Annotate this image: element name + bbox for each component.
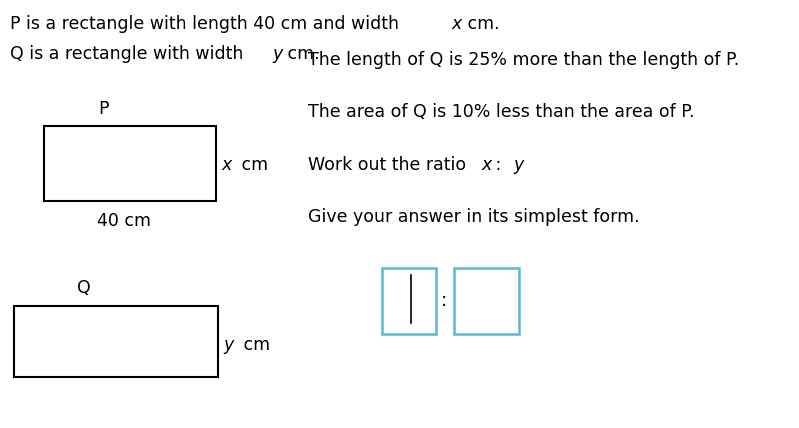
Bar bbox=[454, 268, 519, 334]
Text: x: x bbox=[451, 15, 462, 33]
Text: y: y bbox=[514, 156, 524, 174]
Text: x: x bbox=[221, 156, 232, 174]
Text: y: y bbox=[272, 45, 283, 63]
Text: Work out the ratio: Work out the ratio bbox=[308, 156, 477, 174]
Bar bbox=[44, 126, 216, 201]
Text: Give your answer in its simplest form.: Give your answer in its simplest form. bbox=[308, 208, 639, 226]
Bar bbox=[382, 268, 436, 334]
Text: x: x bbox=[482, 156, 492, 174]
Text: cm: cm bbox=[236, 156, 268, 174]
Text: y: y bbox=[224, 336, 234, 354]
Text: :: : bbox=[440, 291, 447, 310]
Text: :: : bbox=[490, 156, 507, 174]
Text: The area of Q is 10% less than the area of P.: The area of Q is 10% less than the area … bbox=[308, 103, 694, 121]
Text: P is a rectangle with length 40 cm and width: P is a rectangle with length 40 cm and w… bbox=[10, 15, 404, 33]
Text: cm.: cm. bbox=[462, 15, 499, 33]
Text: cm: cm bbox=[238, 336, 270, 354]
Bar bbox=[14, 306, 218, 377]
Text: Q: Q bbox=[77, 279, 91, 297]
Text: The length of Q is 25% more than the length of P.: The length of Q is 25% more than the len… bbox=[308, 51, 739, 69]
Text: Q is a rectangle with width: Q is a rectangle with width bbox=[10, 45, 248, 63]
Text: P: P bbox=[98, 100, 109, 118]
Text: cm.: cm. bbox=[282, 45, 320, 63]
Text: 40 cm: 40 cm bbox=[97, 212, 151, 230]
